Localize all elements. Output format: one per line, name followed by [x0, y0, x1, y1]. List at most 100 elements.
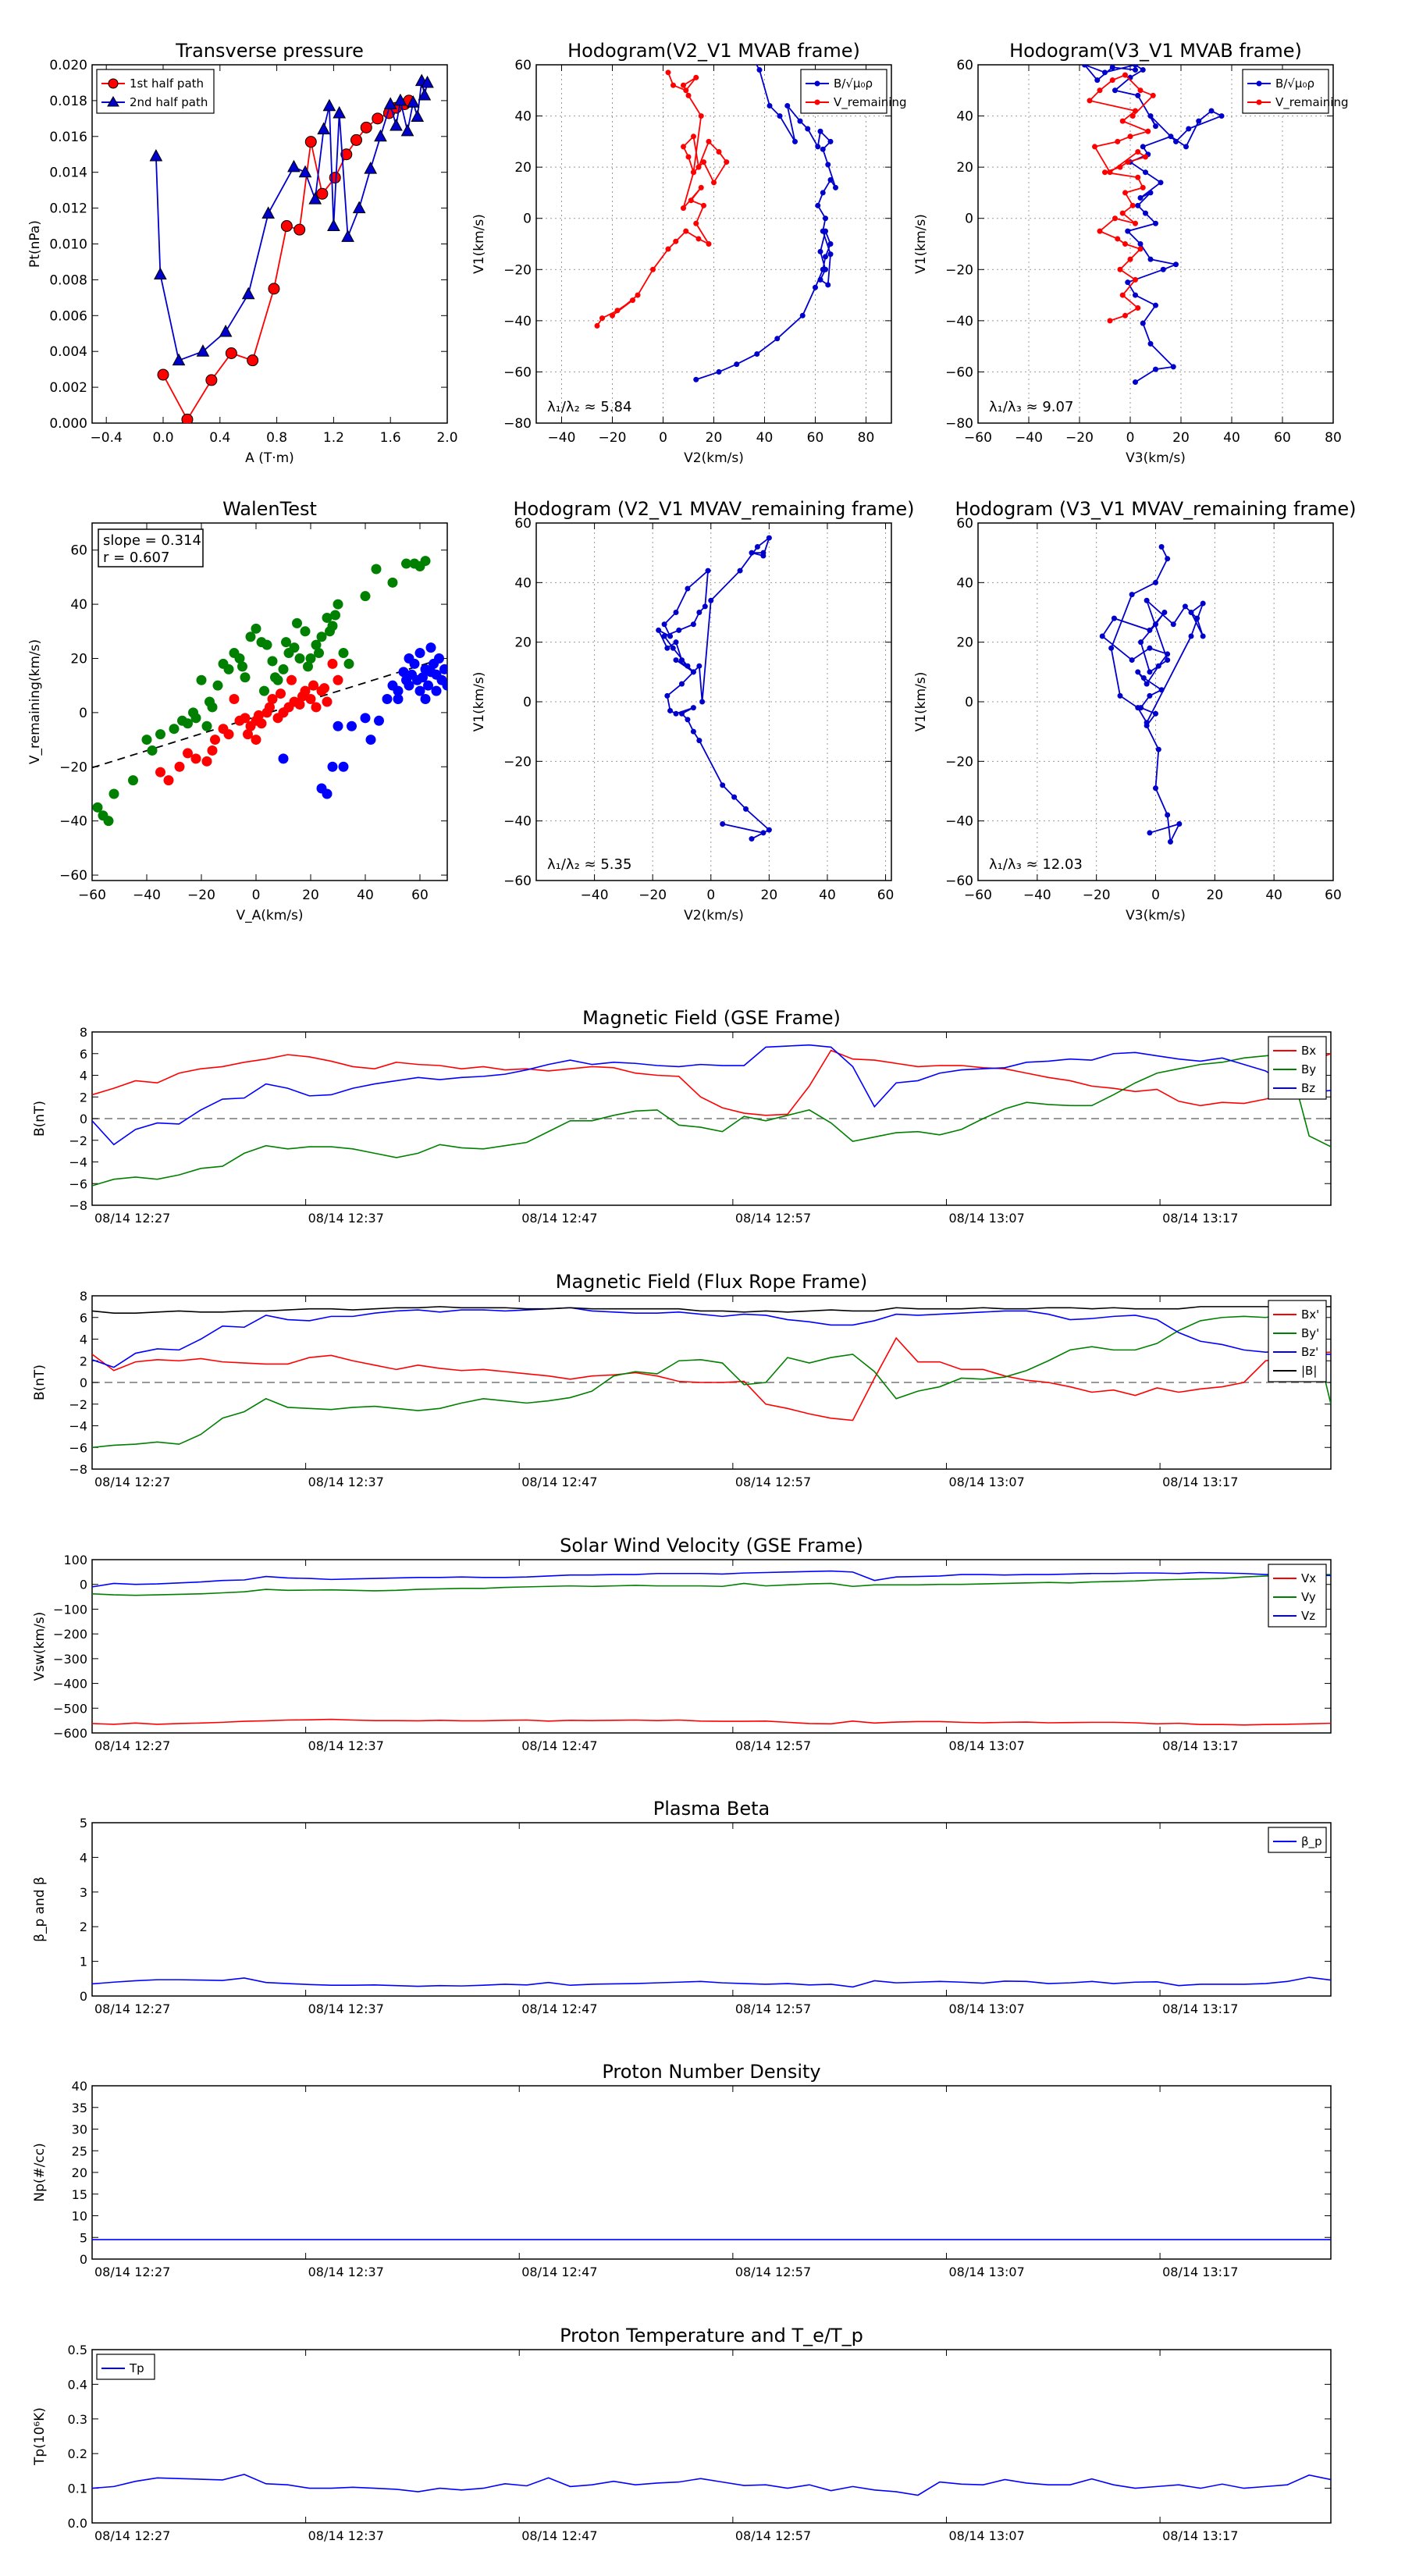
data-marker — [1135, 202, 1141, 208]
series-0 — [92, 1718, 1331, 1726]
legend-label: V_remaining — [1275, 95, 1349, 110]
data-point — [128, 775, 138, 786]
data-marker — [1097, 228, 1103, 234]
ytick-label: 0.002 — [49, 380, 87, 396]
data-marker — [1160, 266, 1166, 272]
data-point — [278, 664, 289, 674]
data-marker — [805, 126, 811, 132]
data-marker — [693, 220, 699, 226]
data-marker — [799, 312, 806, 318]
xtick-label: −60 — [78, 888, 106, 903]
legend-label: Tp — [129, 2361, 144, 2375]
data-marker — [1137, 87, 1144, 94]
axes-frame — [91, 522, 448, 881]
legend-label: B/√μ₀ρ — [1275, 76, 1314, 91]
data-point — [245, 632, 256, 642]
data-marker — [678, 710, 685, 717]
data-marker — [219, 324, 233, 337]
xtick-label: −20 — [638, 888, 667, 903]
legend-label: β_p — [1301, 1834, 1322, 1849]
chart-title: Transverse pressure — [175, 40, 364, 62]
data-point — [155, 767, 165, 777]
data-marker — [784, 102, 791, 109]
data-marker — [827, 138, 834, 144]
data-marker — [1129, 202, 1136, 208]
ytick-label: 0 — [965, 695, 973, 710]
series-1 — [1087, 72, 1156, 324]
xtick-label: 40 — [1223, 430, 1240, 446]
ytick-label: 0.008 — [49, 272, 87, 288]
data-point — [163, 775, 174, 786]
data-marker — [754, 544, 760, 550]
data-marker — [693, 74, 699, 80]
data-point — [333, 674, 343, 685]
data-point — [314, 648, 324, 659]
chart-11: 0.0 0.1 0.2 0.3 0.4 0.5 08/14 12:27 08/14 12:37… — [32, 2325, 1332, 2543]
chart-9: 0 1 2 3 4 5 08/14 12:27 08/14 12:37 08/14 12:47 0… — [32, 1798, 1332, 2016]
xtick-label: 0 — [1126, 430, 1135, 446]
data-marker — [421, 75, 434, 88]
x-axis-label: V2(km/s) — [684, 908, 744, 923]
xtick-label: 08/14 12:27 — [94, 1738, 170, 1753]
data-marker — [1155, 663, 1161, 669]
data-marker — [1117, 692, 1123, 699]
data-point — [305, 653, 316, 664]
xtick-label: 08/14 12:57 — [735, 2001, 811, 2016]
annotation-text: λ₁/λ₃ ≈ 12.03 — [989, 856, 1083, 873]
xtick-label: 08/14 12:57 — [735, 1738, 811, 1753]
data-point — [281, 637, 291, 648]
data-point — [174, 761, 185, 772]
data-marker — [673, 238, 679, 244]
data-marker — [1153, 123, 1158, 130]
legend-label: V_remaining — [834, 95, 907, 110]
data-marker — [670, 645, 676, 651]
ytick-label: 0.006 — [49, 308, 87, 324]
y-axis-label: β_p and β — [32, 1877, 48, 1942]
data-marker — [1137, 194, 1144, 201]
data-point — [308, 680, 318, 691]
xtick-label: −40 — [1023, 888, 1051, 903]
data-marker — [268, 283, 280, 295]
legend-label: Bz' — [1301, 1345, 1318, 1359]
ytick-label: 6 — [80, 1047, 87, 1062]
data-marker — [1107, 169, 1113, 176]
xtick-label: 08/14 12:37 — [308, 1475, 384, 1489]
xtick-label: 08/14 12:27 — [94, 2001, 170, 2016]
data-point — [259, 685, 269, 696]
xtick-label: 0 — [659, 430, 667, 446]
data-marker — [1119, 210, 1126, 216]
xtick-label: 08/14 12:47 — [521, 2001, 597, 2016]
legend-box — [1268, 1564, 1327, 1628]
ytick-label: 0 — [523, 695, 532, 710]
data-marker — [1127, 133, 1133, 140]
data-marker — [815, 202, 821, 208]
ytick-label: 20 — [956, 635, 973, 651]
data-marker — [1115, 138, 1121, 144]
chart-title: Magnetic Field (Flux Rope Frame) — [556, 1271, 867, 1293]
chart-title: WalenTest — [222, 498, 317, 520]
x-axis-label: A (T·m) — [245, 450, 294, 466]
data-marker — [1144, 597, 1150, 603]
data-point — [240, 672, 251, 683]
data-marker — [708, 597, 714, 603]
data-point — [420, 694, 431, 705]
y-axis-label: V_remaining(km/s) — [27, 639, 43, 764]
ytick-label: 40 — [956, 109, 973, 125]
data-marker — [1188, 633, 1194, 639]
series-line — [162, 100, 410, 422]
series-line — [1088, 74, 1154, 322]
data-marker — [1158, 180, 1164, 186]
data-marker — [701, 202, 706, 208]
axes-frame — [535, 522, 892, 881]
data-marker — [1129, 592, 1135, 598]
data-marker — [393, 93, 407, 106]
data-point — [316, 632, 327, 642]
data-marker — [691, 169, 696, 176]
xtick-label: 60 — [1274, 430, 1291, 446]
xtick-label: 08/14 13:07 — [948, 1475, 1024, 1489]
ytick-label: 100 — [63, 1553, 87, 1567]
series-line — [92, 1312, 1331, 1449]
data-marker — [340, 148, 353, 161]
series-line — [92, 1570, 1331, 1588]
